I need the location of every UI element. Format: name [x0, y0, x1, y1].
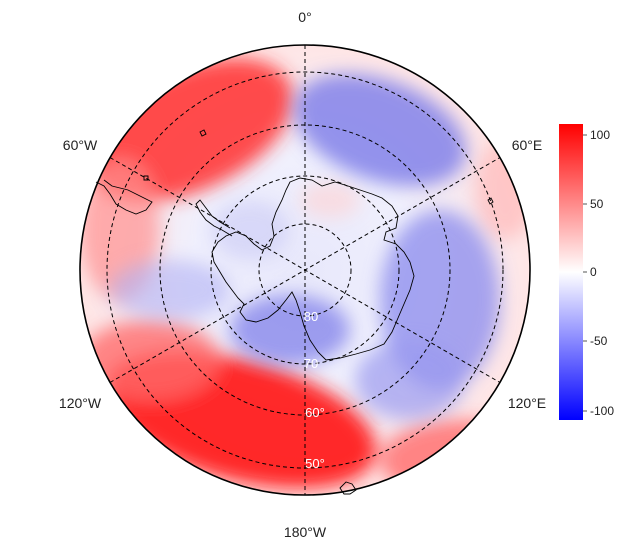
antarctic-peninsula	[195, 199, 233, 237]
antarctica-coastline	[211, 177, 415, 361]
lon-label-120w: 120°W	[59, 395, 102, 411]
lat-label-70: 70	[304, 356, 318, 371]
colorbar: 100 50 0 -50 -100	[559, 124, 614, 420]
south-america-tip	[95, 179, 153, 215]
small-island-1	[487, 197, 494, 205]
lon-label-0: 0°	[298, 9, 311, 25]
map-border	[79, 44, 531, 496]
lon-label-60w: 60°W	[63, 137, 98, 153]
graticule	[106, 45, 504, 495]
colorbar-tick-neg100: -100	[590, 404, 614, 418]
lon-label-180w: 180°W	[284, 524, 327, 540]
colorbar-gradient	[559, 124, 583, 420]
anomaly-field	[80, 45, 530, 495]
lon-label-60e: 60°E	[512, 137, 543, 153]
small-island-3	[143, 175, 149, 181]
colorbar-tick-50: 50	[590, 197, 604, 211]
meridian-120w-60e	[109, 157, 501, 383]
lat-circle-80	[258, 223, 352, 317]
new-zealand	[339, 481, 357, 495]
lat-circle-60	[159, 124, 451, 416]
blue-anomaly-blobs	[110, 73, 500, 420]
small-island-2	[199, 129, 207, 137]
lat-label-50: 50°	[305, 456, 325, 471]
colorbar-tick-100: 100	[590, 128, 610, 142]
lat-label-80: 80	[304, 309, 318, 324]
colorbar-tick-neg50: -50	[590, 334, 608, 348]
lat-label-60: 60°	[305, 405, 325, 420]
colorbar-tick-0: 0	[590, 265, 597, 279]
coastlines	[95, 129, 494, 495]
lon-label-120e: 120°E	[508, 395, 546, 411]
